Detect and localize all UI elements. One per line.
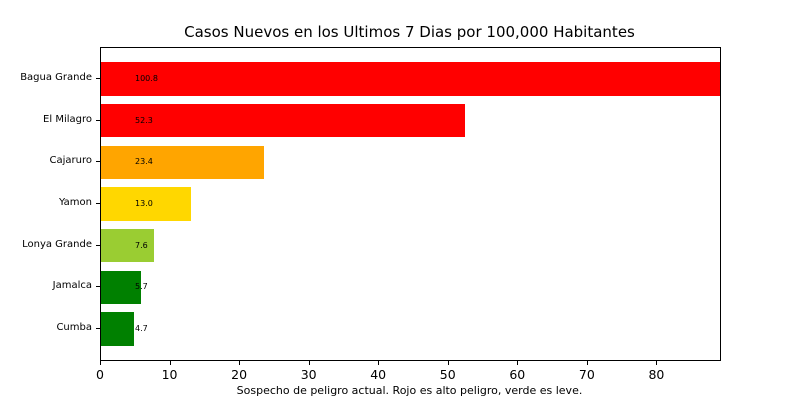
bar-value-label-el-milagro: 52.3 <box>135 115 153 125</box>
plot-area: 100.8 52.3 23.4 13.0 7.6 5.7 4.7 <box>100 47 721 361</box>
xtick-label-20: 20 <box>231 367 248 382</box>
ytick-mark <box>96 328 100 330</box>
ytick-label-jamalca: Jamalca <box>52 280 92 292</box>
bar-el-milagro <box>101 103 465 138</box>
xtick-mark <box>447 361 449 365</box>
bar-jamalca <box>101 270 141 305</box>
bar-lonya-grande <box>101 229 154 263</box>
ytick-label-el-milagro: El Milagro <box>43 113 92 125</box>
xtick-label-10: 10 <box>161 367 178 382</box>
xtick-label-0: 0 <box>96 367 104 382</box>
bar-value-label-cumba: 4.7 <box>135 324 148 334</box>
xtick-label-80: 80 <box>648 367 665 382</box>
xtick-label-60: 60 <box>509 367 526 382</box>
ytick-mark <box>96 244 100 246</box>
xtick-mark <box>169 361 171 365</box>
bar-bagua-grande <box>101 62 720 96</box>
bar-value-label-lonya-grande: 7.6 <box>135 240 148 250</box>
xtick-mark <box>586 361 588 365</box>
chart-title: Casos Nuevos en los Ultimos 7 Dias por 1… <box>184 23 635 41</box>
xtick-label-30: 30 <box>300 367 317 382</box>
bar-yamon <box>101 187 192 221</box>
xtick-mark <box>100 361 101 365</box>
xtick-label-50: 50 <box>439 367 456 382</box>
ytick-mark <box>96 286 100 288</box>
bar-value-label-cajaruro: 23.4 <box>135 157 153 167</box>
xtick-mark <box>308 361 310 365</box>
xtick-mark <box>656 361 658 365</box>
ytick-mark <box>96 203 100 204</box>
ytick-mark <box>96 77 100 79</box>
ytick-mark <box>96 119 100 121</box>
bar-cajaruro <box>101 145 264 179</box>
xtick-mark <box>378 361 380 365</box>
ytick-label-yamon: Yamon <box>58 197 92 208</box>
xtick-label-40: 40 <box>370 367 387 382</box>
ytick-mark <box>96 161 100 163</box>
x-axis-label: Sospecho de peligro actual. Rojo es alto… <box>236 384 583 397</box>
xtick-mark <box>517 361 519 365</box>
bar-cumba <box>101 312 134 346</box>
ytick-label-cumba: Cumba <box>56 322 92 334</box>
ytick-label-lonya-grande: Lonya Grande <box>22 238 92 250</box>
xtick-mark <box>239 361 241 365</box>
xtick-label-70: 70 <box>578 367 595 382</box>
ytick-label-bagua-grande: Bagua Grande <box>20 71 92 83</box>
bar-value-label-bagua-grande: 100.8 <box>135 73 158 83</box>
ytick-label-cajaruro: Cajaruro <box>49 155 92 167</box>
bar-value-label-jamalca: 5.7 <box>135 282 148 292</box>
bar-value-label-yamon: 13.0 <box>135 199 153 208</box>
